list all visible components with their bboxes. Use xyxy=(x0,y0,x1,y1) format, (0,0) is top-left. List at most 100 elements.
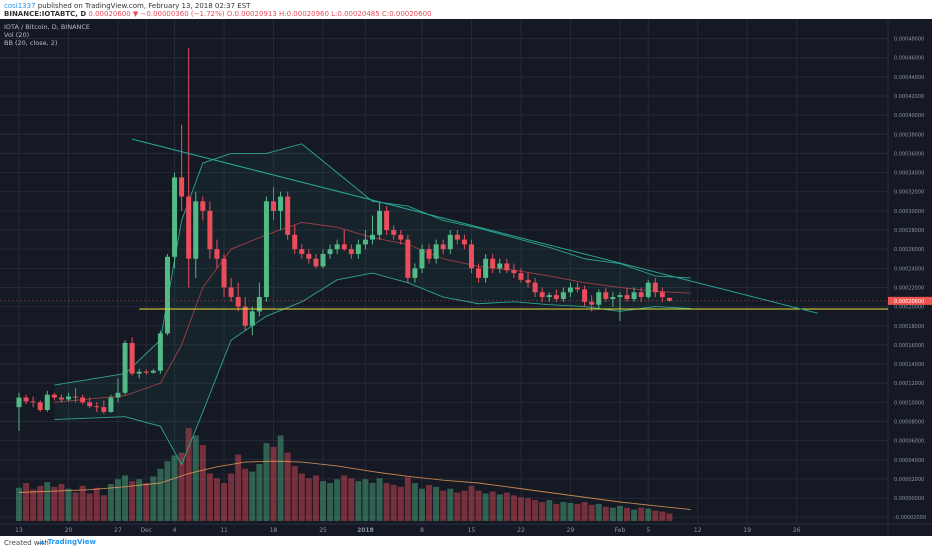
y-tick-label: 0.00004000 xyxy=(894,458,924,464)
candle-body xyxy=(398,234,404,240)
candle-body xyxy=(617,295,623,298)
volume-bar xyxy=(185,427,192,521)
volume-bar xyxy=(129,481,136,521)
volume-bar xyxy=(93,487,100,521)
candle-body xyxy=(256,297,262,312)
volume-bar xyxy=(666,513,673,521)
candle-body xyxy=(384,210,390,231)
x-tick-label: 5 xyxy=(646,527,650,534)
volume-bar xyxy=(100,495,107,521)
candle-body xyxy=(122,342,128,393)
volume-bar xyxy=(228,473,235,521)
volume-bar xyxy=(433,486,440,521)
published-line: cosi1337 published on TradingView.com, F… xyxy=(4,2,250,10)
candle-body xyxy=(242,306,248,326)
volume-bar xyxy=(178,452,185,521)
candle-body xyxy=(596,292,602,305)
x-tick-label: 18 xyxy=(270,527,278,534)
candle-body xyxy=(631,292,637,299)
candle-body xyxy=(186,196,192,259)
candle-body xyxy=(553,295,559,299)
y-tick-label: 0.00010000 xyxy=(894,400,924,406)
volume-bar xyxy=(376,478,383,521)
candle-body xyxy=(652,282,658,293)
candle-body xyxy=(355,244,361,254)
volume-bar xyxy=(645,508,652,521)
candle-body xyxy=(638,292,644,298)
candle-body xyxy=(589,301,595,305)
x-tick-label: Dec xyxy=(140,527,152,534)
volume-bar xyxy=(560,502,567,521)
candle-body xyxy=(377,210,383,235)
candle-body xyxy=(440,244,446,250)
volume-bar xyxy=(65,488,72,521)
candle-body xyxy=(164,256,170,334)
volume-bar xyxy=(44,482,51,521)
volume-bar xyxy=(588,504,595,521)
volume-bar xyxy=(334,479,341,521)
candle-body xyxy=(532,282,538,293)
volume-bar xyxy=(631,509,638,521)
y-tick-label: 0.00016000 xyxy=(894,343,924,349)
y-tick-label: 0.00022000 xyxy=(894,285,924,291)
volume-bar xyxy=(312,475,319,521)
candle-body xyxy=(539,292,545,298)
y-tick-label: 0.00014000 xyxy=(894,362,924,368)
x-tick-label: 11 xyxy=(220,527,228,534)
candle-body xyxy=(518,273,524,280)
tradingview-logo[interactable]: ☁ TradingView xyxy=(38,538,96,546)
candle-body xyxy=(129,342,135,374)
y-tick-label: 0.00042000 xyxy=(894,94,924,100)
author-link[interactable]: cosi1337 xyxy=(4,2,36,10)
candle-body xyxy=(412,268,418,278)
candle-body xyxy=(447,234,453,250)
x-tick-label: Feb xyxy=(615,527,626,534)
y-tick-label: 0.00040000 xyxy=(894,113,924,119)
volume-bar xyxy=(235,454,242,521)
volume-bar xyxy=(411,483,418,521)
y-tick-label: 0.00046000 xyxy=(894,56,924,62)
x-tick-label: 4 xyxy=(173,527,177,534)
candle-body xyxy=(271,201,277,211)
price-chart[interactable]: 0.00048000 0.00046000 0.00044000 0.00042000… xyxy=(0,19,932,536)
y-tick-label: -0.00002000 xyxy=(894,515,926,521)
published-text: published on TradingView.com, February 1… xyxy=(35,2,251,10)
y-tick-label: 0.00020000 xyxy=(894,305,924,311)
legend-vol: Vol (20) xyxy=(4,31,30,39)
candle-body xyxy=(263,201,269,298)
candle-body xyxy=(108,397,114,412)
candle-body xyxy=(136,371,142,374)
candle-body xyxy=(292,234,298,250)
candle-body xyxy=(348,249,354,254)
volume-bar xyxy=(638,507,645,521)
symbol-ohlc-line: BINANCE:IOTABTC, D 0.00020600 ▼ −0.00000… xyxy=(4,10,432,18)
chart-area[interactable]: 0.00048000 0.00046000 0.00044000 0.00042000… xyxy=(0,19,932,536)
volume-bar xyxy=(496,494,503,521)
x-tick-label: 15 xyxy=(468,527,476,534)
created-with: Created with xyxy=(4,539,49,547)
last-price-badge xyxy=(888,296,932,305)
volume-bar xyxy=(249,471,256,521)
candle-body xyxy=(525,279,531,283)
candle-body xyxy=(426,249,432,259)
candle-body xyxy=(94,406,100,408)
candle-body xyxy=(468,244,474,269)
volume-bar xyxy=(404,477,411,521)
legend-title: IOTA / Bitcoin, D, BINANCE xyxy=(4,23,91,31)
volume-bar xyxy=(553,503,560,521)
candle-body xyxy=(58,397,64,400)
volume-bar xyxy=(468,485,475,521)
candle-body xyxy=(391,230,397,235)
y-tick-label: 0.00034000 xyxy=(894,171,924,177)
volume-bar xyxy=(609,507,616,521)
volume-bar xyxy=(454,492,461,521)
volume-bar xyxy=(418,488,425,521)
chart-background xyxy=(0,19,932,536)
symbol-label: BINANCE:IOTABTC, D xyxy=(4,10,87,18)
volume-bar xyxy=(503,492,510,521)
candle-body xyxy=(87,402,93,407)
volume-bar xyxy=(475,490,482,521)
candle-body xyxy=(603,292,609,299)
volume-bar xyxy=(659,511,666,521)
header-bar: cosi1337 published on TradingView.com, F… xyxy=(0,0,932,19)
